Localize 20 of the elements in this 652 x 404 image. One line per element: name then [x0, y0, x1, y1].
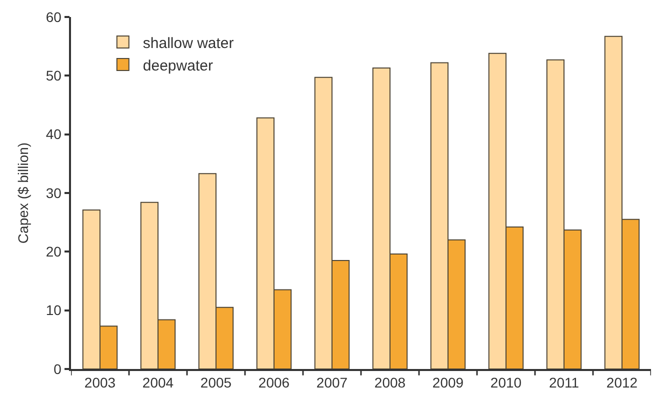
x-tick-label: 2003	[84, 374, 116, 391]
y-tick-label: 30	[46, 184, 62, 201]
x-tick-label: 2009	[432, 374, 464, 391]
x-tick-label: 2004	[142, 374, 174, 391]
y-tick-label: 0	[54, 360, 62, 377]
legend-label: shallow water	[142, 34, 234, 52]
x-tick-label: 2012	[606, 374, 638, 391]
x-tick-label: 2008	[374, 374, 406, 391]
x-tick-label: 2011	[548, 374, 580, 391]
legend-label: deepwater	[142, 57, 213, 74]
y-tick-label: 40	[46, 126, 62, 142]
y-tick-label: 10	[46, 302, 62, 318]
x-tick-label: 2005	[200, 374, 232, 391]
x-tick-label: 2007	[316, 374, 348, 391]
y-axis-title: Capex ($ billion)	[14, 142, 31, 244]
y-tick-label: 50	[46, 68, 62, 84]
y-tick-label: 60	[46, 8, 62, 25]
y-tick-label: 20	[46, 244, 62, 260]
x-tick-label: 2010	[490, 374, 522, 391]
x-tick-label: 2006	[258, 374, 290, 391]
